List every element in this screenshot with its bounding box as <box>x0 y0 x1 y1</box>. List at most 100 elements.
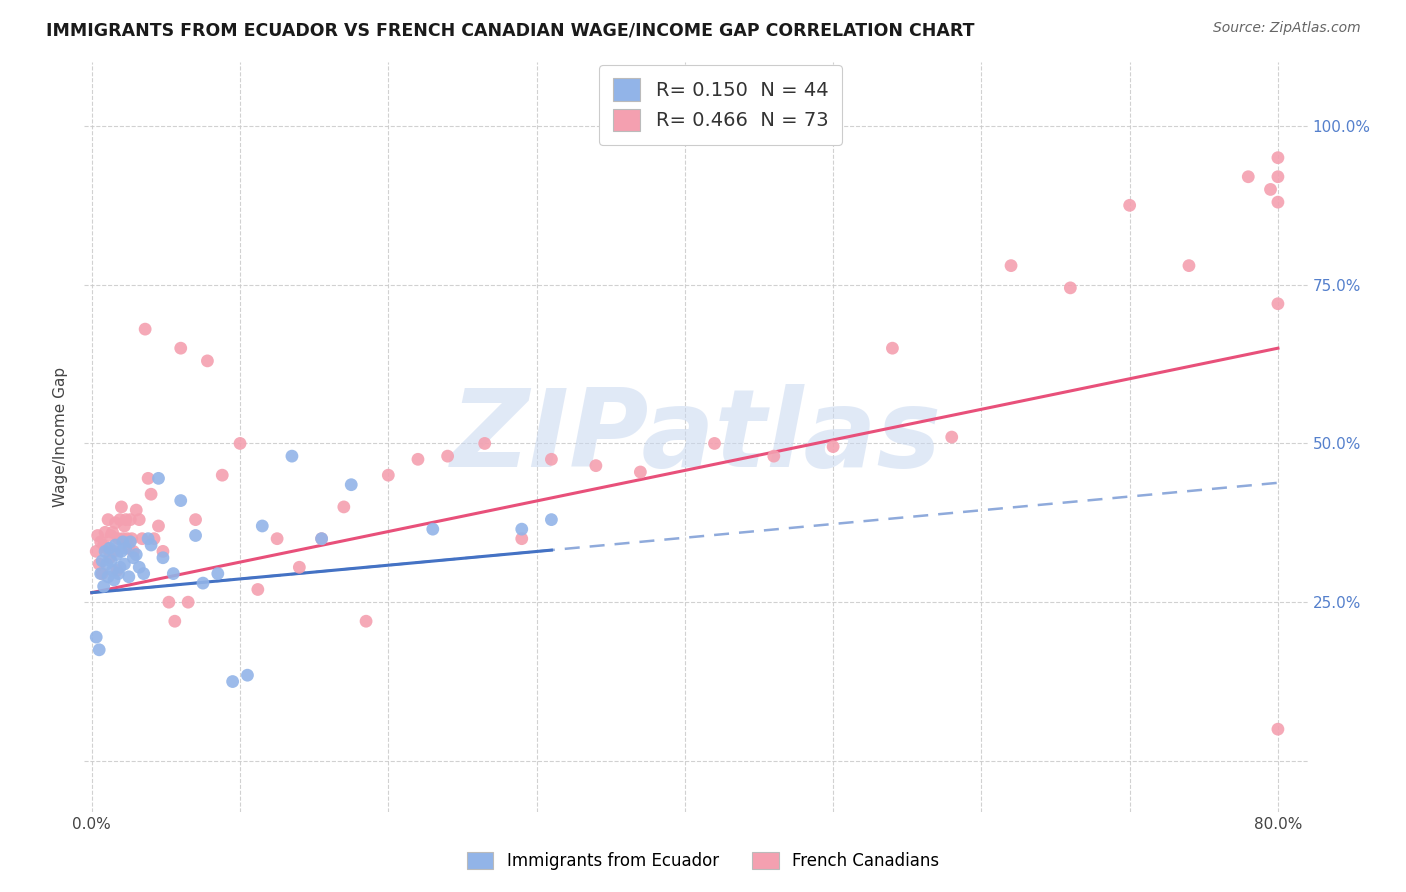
Point <box>152 544 174 558</box>
Point <box>152 550 174 565</box>
Point <box>101 563 124 577</box>
Point <box>1178 259 1201 273</box>
Point <box>132 566 155 581</box>
Point <box>112 557 135 571</box>
Point <box>104 516 127 530</box>
Point <box>101 525 124 540</box>
Point <box>333 500 356 514</box>
Point <box>585 458 607 473</box>
Point <box>281 449 304 463</box>
Point <box>98 550 121 565</box>
Point <box>1267 297 1289 311</box>
Point <box>184 513 207 527</box>
Point <box>131 532 153 546</box>
Point <box>1267 151 1289 165</box>
Point <box>96 557 118 571</box>
Point <box>110 544 132 558</box>
Point <box>540 513 562 527</box>
Point <box>229 436 252 450</box>
Point <box>105 548 128 562</box>
Point <box>128 513 150 527</box>
Point <box>762 449 785 463</box>
Point <box>311 532 333 546</box>
Point <box>115 513 138 527</box>
Text: IMMIGRANTS FROM ECUADOR VS FRENCH CANADIAN WAGE/INCOME GAP CORRELATION CHART: IMMIGRANTS FROM ECUADOR VS FRENCH CANADI… <box>46 21 974 39</box>
Point <box>98 541 121 556</box>
Point <box>422 522 444 536</box>
Point <box>112 519 135 533</box>
Point <box>211 468 233 483</box>
Point <box>103 573 125 587</box>
Point <box>97 513 120 527</box>
Point <box>90 534 112 549</box>
Point <box>1267 722 1289 736</box>
Point <box>120 534 142 549</box>
Point <box>406 452 429 467</box>
Point <box>84 544 107 558</box>
Point <box>177 595 200 609</box>
Point <box>1267 195 1289 210</box>
Point <box>108 560 131 574</box>
Point <box>311 532 333 546</box>
Point <box>94 544 117 558</box>
Point <box>236 668 259 682</box>
Point <box>108 513 131 527</box>
Point <box>105 563 128 577</box>
Point <box>100 528 122 542</box>
Point <box>91 554 114 568</box>
Point <box>148 471 170 485</box>
Point <box>115 541 138 556</box>
Point <box>170 341 193 355</box>
Point <box>125 548 148 562</box>
Point <box>136 532 159 546</box>
Point <box>118 541 141 556</box>
Point <box>246 582 269 597</box>
Point <box>163 614 186 628</box>
Point <box>266 532 288 546</box>
Point <box>104 538 127 552</box>
Point <box>823 440 845 454</box>
Legend: R= 0.150  N = 44, R= 0.466  N = 73: R= 0.150 N = 44, R= 0.466 N = 73 <box>599 64 842 145</box>
Point <box>288 560 311 574</box>
Point <box>107 566 129 581</box>
Point <box>510 532 533 546</box>
Point <box>91 566 114 581</box>
Point <box>1260 182 1282 196</box>
Point <box>1267 169 1289 184</box>
Point <box>139 487 162 501</box>
Point <box>125 503 148 517</box>
Point <box>436 449 458 463</box>
Point <box>510 522 533 536</box>
Point <box>117 532 139 546</box>
Point <box>121 532 143 546</box>
Point <box>1118 198 1140 212</box>
Point <box>89 642 111 657</box>
Point <box>84 630 107 644</box>
Point <box>1000 259 1022 273</box>
Point <box>93 538 115 552</box>
Point <box>191 576 214 591</box>
Text: Source: ZipAtlas.com: Source: ZipAtlas.com <box>1213 21 1361 36</box>
Point <box>89 557 111 571</box>
Point <box>134 322 156 336</box>
Point <box>354 614 377 628</box>
Point <box>197 354 219 368</box>
Point <box>221 674 243 689</box>
Legend: Immigrants from Ecuador, French Canadians: Immigrants from Ecuador, French Canadian… <box>460 845 946 877</box>
Point <box>1237 169 1260 184</box>
Point <box>107 532 129 546</box>
Point <box>100 554 122 568</box>
Point <box>93 579 115 593</box>
Point <box>1059 281 1081 295</box>
Point <box>474 436 496 450</box>
Point <box>628 465 651 479</box>
Point <box>941 430 963 444</box>
Point <box>340 477 363 491</box>
Point <box>882 341 904 355</box>
Point <box>162 566 184 581</box>
Point <box>96 541 118 556</box>
Point <box>103 544 125 558</box>
Point <box>207 566 229 581</box>
Point <box>97 570 120 584</box>
Point <box>90 566 112 581</box>
